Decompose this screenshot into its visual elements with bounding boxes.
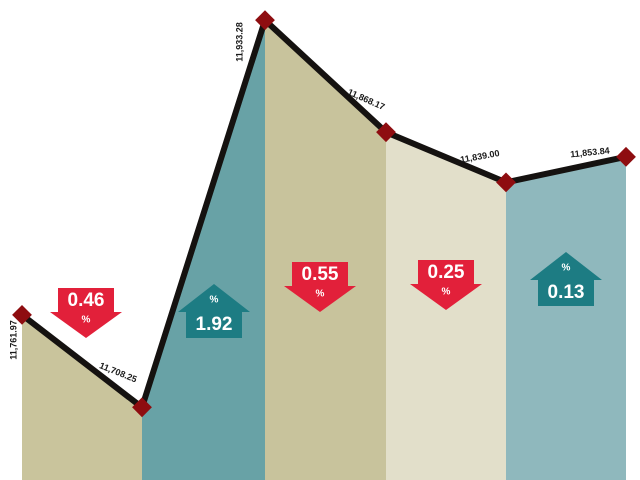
change-arrow: % 0.13 — [530, 252, 602, 306]
arrow-head — [50, 312, 122, 338]
change-value: 0.55 — [302, 264, 339, 285]
arrow-body — [292, 262, 348, 286]
change-unit: % — [562, 263, 571, 274]
change-value: 0.25 — [428, 262, 465, 283]
arrow-head — [410, 284, 482, 310]
marker — [12, 304, 32, 325]
marker — [255, 10, 275, 31]
marker — [132, 397, 152, 418]
value-label: 11,933.28 — [234, 22, 244, 62]
area-segment — [142, 20, 265, 480]
change-unit: % — [442, 287, 451, 298]
arrow-body — [186, 312, 242, 338]
change-value: 0.13 — [548, 282, 585, 303]
arrow-body — [58, 288, 114, 312]
arrow-body — [538, 280, 594, 306]
change-value: 1.92 — [196, 314, 233, 335]
value-label: 11,761.97 — [8, 320, 18, 360]
area-segment — [506, 156, 626, 480]
area-segment — [265, 20, 386, 480]
change-arrow: 0.55% — [284, 262, 356, 312]
change-unit: % — [316, 289, 325, 300]
change-arrow: % 1.92 — [178, 284, 250, 338]
change-arrow: 0.25% — [410, 260, 482, 310]
change-value: 0.46 — [68, 290, 105, 311]
value-label: 11,853.84 — [570, 145, 610, 159]
arrow-head — [530, 252, 602, 280]
change-arrow: 0.46% — [50, 288, 122, 338]
arrow-body — [418, 260, 474, 284]
arrow-head — [284, 286, 356, 312]
change-unit: % — [82, 315, 91, 326]
line — [20, 17, 627, 411]
marker — [496, 172, 516, 193]
area-segment — [22, 314, 142, 480]
value-label: 11,839.00 — [460, 148, 501, 165]
change-unit: % — [210, 295, 219, 306]
marker — [376, 122, 396, 143]
arrow-head — [178, 284, 250, 312]
